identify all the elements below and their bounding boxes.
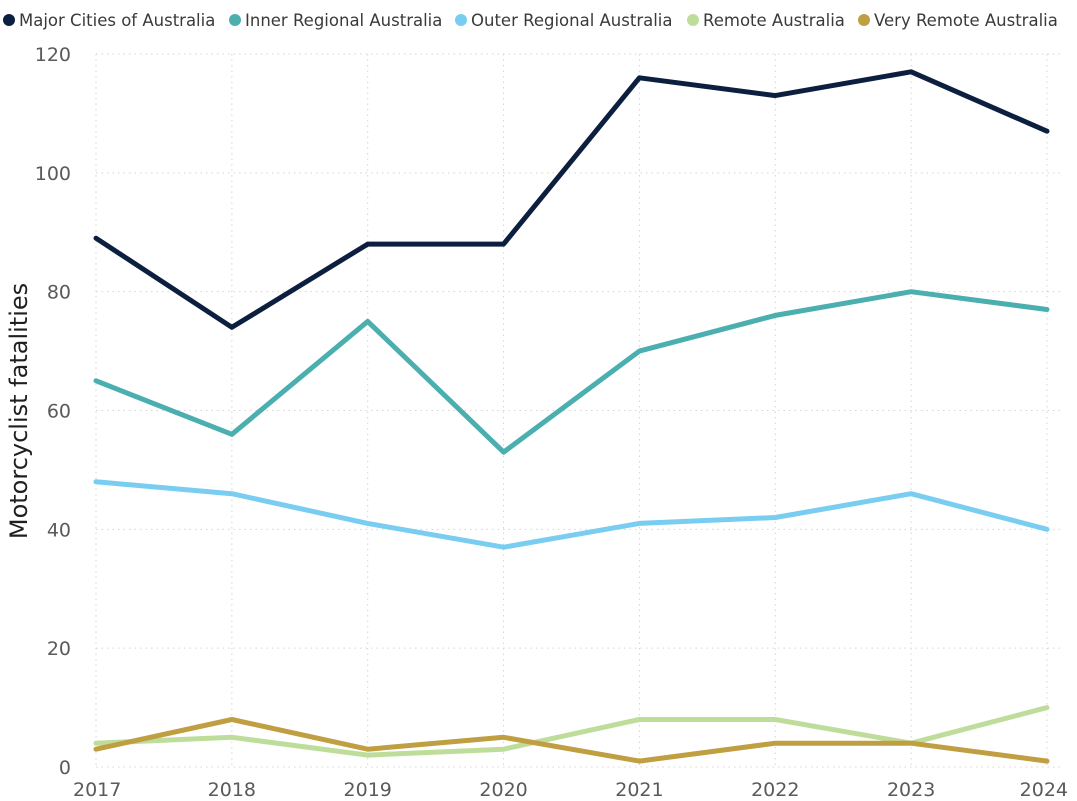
legend-marker	[3, 14, 15, 26]
y-tick-label: 40	[47, 519, 71, 541]
y-axis-title: Motorcyclist fatalities	[5, 283, 33, 539]
x-tick-label: 2021	[615, 779, 663, 801]
y-tick-label: 0	[59, 757, 71, 779]
gridlines	[95, 53, 1060, 768]
series-line-very-remote-australia	[93, 717, 1050, 764]
y-tick-label: 20	[47, 638, 71, 660]
legend-label: Major Cities of Australia	[19, 11, 215, 30]
x-tick-label: 2018	[208, 779, 256, 801]
x-tick-label: 2023	[887, 779, 935, 801]
x-tick-label: 2019	[344, 779, 392, 801]
legend-label: Outer Regional Australia	[471, 11, 673, 30]
legend-marker	[858, 14, 870, 26]
series-line-remote-australia	[93, 705, 1050, 758]
series-line-outer-regional-australia	[93, 479, 1050, 550]
y-axis-ticks: 0 20 40 60 80 100 120	[35, 44, 71, 779]
y-tick-label: 120	[35, 44, 71, 66]
legend-label: Remote Australia	[703, 11, 845, 30]
legend-label: Very Remote Australia	[874, 11, 1058, 30]
x-tick-label: 2020	[479, 779, 527, 801]
legend: Major Cities of Australia Inner Regional …	[3, 11, 1058, 30]
legend-marker	[687, 14, 699, 26]
x-tick-label: 2017	[73, 779, 121, 801]
x-axis-ticks: 2017 2018 2019 2020 2021 2022 2023 2024	[73, 779, 1068, 801]
series-lines	[93, 69, 1050, 764]
series-line-major-cities-of-australia	[93, 69, 1050, 330]
legend-label: Inner Regional Australia	[245, 11, 442, 30]
legend-marker	[229, 14, 241, 26]
y-tick-label: 80	[47, 282, 71, 304]
x-tick-label: 2024	[1020, 779, 1068, 801]
x-tick-label: 2022	[751, 779, 799, 801]
series-line-inner-regional-australia	[93, 289, 1050, 455]
legend-marker	[455, 14, 467, 26]
y-tick-label: 60	[47, 401, 71, 423]
y-tick-label: 100	[35, 163, 71, 185]
